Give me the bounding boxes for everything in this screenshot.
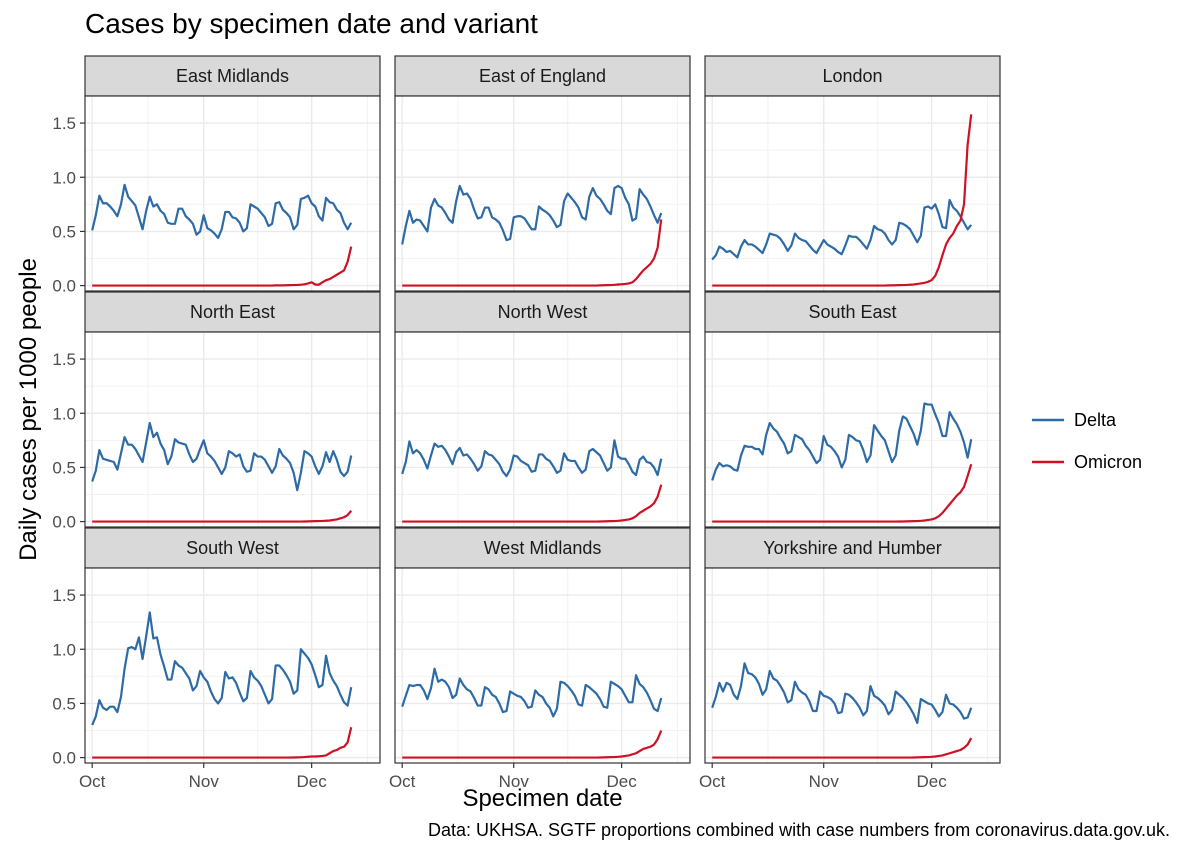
- series-line-delta: [91, 183, 353, 240]
- y-tick-label: 0.5: [52, 694, 76, 713]
- panel-border: [704, 331, 1001, 528]
- series-line-delta: [91, 421, 353, 492]
- panel-background: [85, 332, 380, 527]
- facet-strip-label: North West: [498, 302, 588, 322]
- facet-strip: [704, 291, 1001, 333]
- series-line-omicron: [92, 726, 353, 759]
- facet-panel: North East 0.0 0.5 1.0 1.5: [52, 291, 381, 532]
- series-line-omicron: [92, 510, 353, 523]
- series-line-omicron: [712, 114, 973, 287]
- y-tick-label: 0.0: [52, 277, 76, 296]
- series-line-delta: [711, 402, 973, 481]
- panel-background: [705, 568, 1000, 763]
- facet-panel: West Midlands Oct Nov Dec: [389, 527, 691, 791]
- y-tick-label: 0.0: [52, 749, 76, 768]
- series-line-omicron: [712, 737, 973, 759]
- facet-panel: East of England: [394, 55, 691, 292]
- panel-background: [395, 568, 690, 763]
- legend: Delta Omicron: [1032, 410, 1142, 472]
- panel-background: [395, 96, 690, 291]
- facet-strip-label: West Midlands: [484, 538, 602, 558]
- chart-title: Cases by specimen date and variant: [85, 8, 538, 39]
- x-tick-label: Oct: [699, 772, 726, 791]
- facet-strip-label: East of England: [479, 66, 606, 86]
- y-tick-label: 0.5: [52, 458, 76, 477]
- facet-strip: [394, 55, 691, 97]
- x-tick-label: Dec: [607, 772, 638, 791]
- legend-label-delta: Delta: [1074, 410, 1117, 430]
- facet-strip: [394, 527, 691, 569]
- y-tick-label: 1.5: [52, 350, 76, 369]
- series-line-delta: [401, 184, 663, 245]
- panel-background: [85, 568, 380, 763]
- x-tick-label: Oct: [79, 772, 106, 791]
- facet-panel: North West: [394, 291, 691, 528]
- facet-panel: East Midlands 0.0 0.5 1.0 1.5: [52, 55, 381, 296]
- panel-border: [394, 95, 691, 292]
- series-line-delta: [401, 667, 663, 718]
- facet-strip-label: London: [822, 66, 882, 86]
- series-line-omicron: [92, 246, 353, 287]
- panel-border: [84, 331, 381, 528]
- chart-caption: Data: UKHSA. SGTF proportions combined w…: [428, 820, 1170, 840]
- series-line-omicron: [402, 219, 663, 287]
- x-axis-title: Specimen date: [462, 785, 622, 812]
- y-tick-label: 0.5: [52, 222, 76, 241]
- panel-background: [705, 96, 1000, 291]
- x-tick-label: Nov: [809, 772, 840, 791]
- facet-strip: [704, 55, 1001, 97]
- facet-strip: [84, 55, 381, 97]
- series-line-delta: [711, 662, 973, 725]
- x-tick-label: Oct: [389, 772, 416, 791]
- y-tick-label: 1.0: [52, 404, 76, 423]
- facet-strip-label: Yorkshire and Humber: [763, 538, 941, 558]
- x-tick-label: Dec: [917, 772, 948, 791]
- legend-label-omicron: Omicron: [1074, 452, 1142, 472]
- panel-background: [395, 332, 690, 527]
- series-line-delta: [401, 439, 663, 478]
- series-line-omicron: [402, 730, 663, 759]
- facet-strip-label: East Midlands: [176, 66, 289, 86]
- facet-strip-label: South West: [186, 538, 279, 558]
- y-axis-title: Daily cases per 1000 people: [15, 258, 42, 561]
- y-tick-label: 1.5: [52, 586, 76, 605]
- panel-border: [704, 567, 1001, 764]
- series-line-delta: [711, 198, 973, 261]
- facet-panel: Yorkshire and Humber Oct Nov Dec: [699, 527, 1001, 791]
- series-line-delta: [91, 611, 353, 726]
- facet-strip-label: North East: [190, 302, 275, 322]
- panel-border: [704, 95, 1001, 292]
- x-tick-label: Nov: [189, 772, 220, 791]
- facet-panel: London: [704, 55, 1001, 292]
- facet-strip-label: South East: [808, 302, 896, 322]
- panel-border: [84, 567, 381, 764]
- panel-border: [394, 567, 691, 764]
- y-tick-label: 1.5: [52, 114, 76, 133]
- facet-panel: South West 0.0 0.5 1.0 1.5 Oct Nov Dec: [52, 527, 381, 791]
- y-tick-label: 1.0: [52, 640, 76, 659]
- series-line-omicron: [402, 484, 663, 523]
- panel-border: [84, 95, 381, 292]
- panel-background: [85, 96, 380, 291]
- facet-panel: South East: [704, 291, 1001, 528]
- x-tick-label: Nov: [499, 772, 530, 791]
- x-tick-label: Dec: [297, 772, 328, 791]
- y-tick-label: 1.0: [52, 168, 76, 187]
- facet-strip: [394, 291, 691, 333]
- panel-border: [394, 331, 691, 528]
- facet-strip: [84, 291, 381, 333]
- y-tick-label: 0.0: [52, 513, 76, 532]
- series-line-omicron: [712, 463, 973, 523]
